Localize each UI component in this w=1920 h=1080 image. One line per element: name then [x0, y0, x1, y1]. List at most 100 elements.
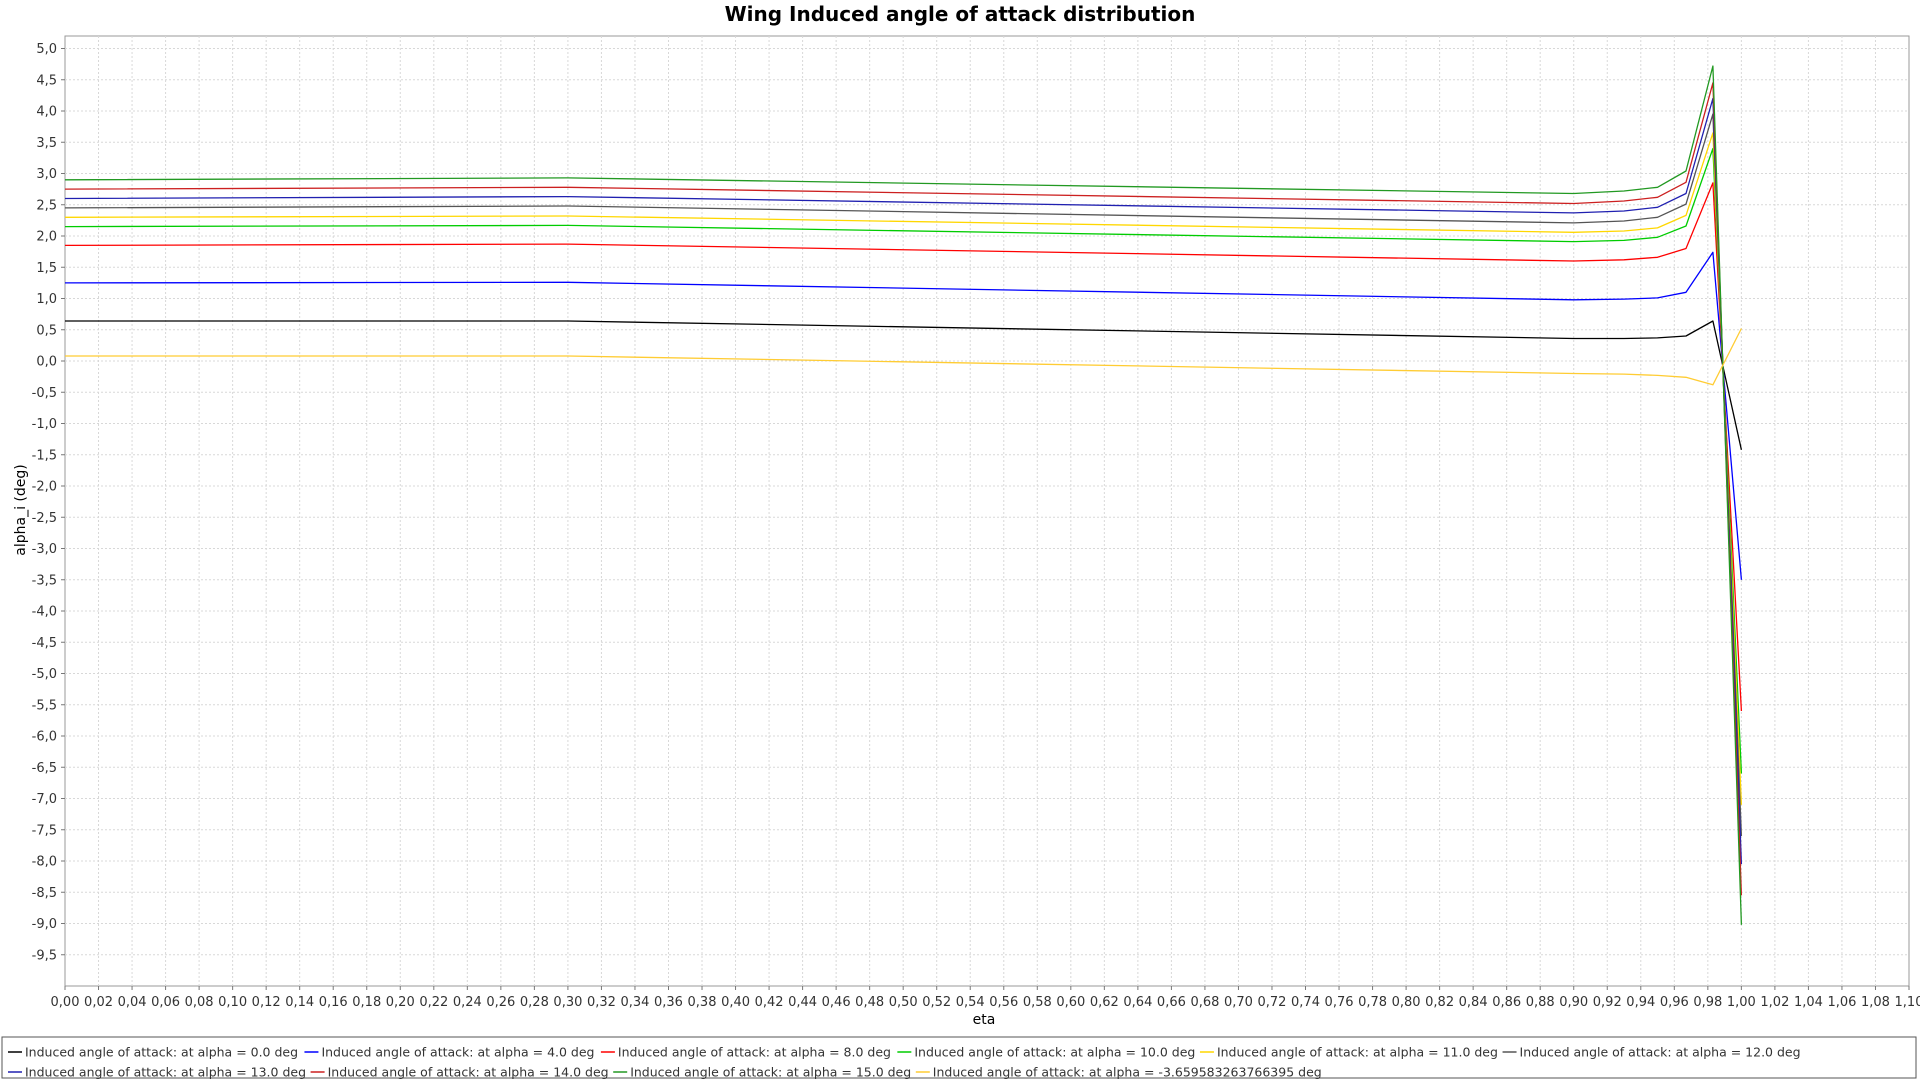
y-tick-label: 3,5	[36, 136, 57, 151]
y-tick-label: -4,5	[32, 636, 57, 651]
x-tick-label: 0,04	[118, 995, 147, 1010]
y-tick-label: -0,5	[32, 386, 57, 401]
x-tick-label: 1,08	[1861, 995, 1890, 1010]
axes: 0,00 0,02 0,04 0,06 0,08 0,10 0,12 0,14 0,16 0,18…	[32, 42, 1920, 1010]
series-line-2	[64, 182, 1743, 712]
legend-label: Induced angle of attack: at alpha = 4.0 …	[321, 1045, 594, 1060]
y-tick-label: -8,0	[32, 855, 57, 870]
y-tick-label: -1,5	[32, 448, 57, 463]
y-tick-label: 4,5	[36, 73, 57, 88]
y-tick-label: -9,0	[32, 917, 57, 932]
y-tick-label: -3,0	[32, 542, 57, 557]
x-tick-label: 0,08	[185, 995, 214, 1010]
x-tick-label: 0,46	[822, 995, 851, 1010]
y-tick-label: -9,5	[32, 948, 57, 963]
series-line-3	[64, 147, 1743, 774]
y-tick-label: -7,0	[32, 792, 57, 807]
x-tick-label: 0,92	[1593, 995, 1622, 1010]
series-line-4	[64, 132, 1743, 805]
legend	[1, 1036, 1917, 1079]
x-tick-label: 0,78	[1358, 995, 1387, 1010]
legend-label: Induced angle of attack: at alpha = 15.0…	[630, 1065, 911, 1080]
x-axis-label: eta	[973, 1012, 996, 1028]
y-tick-label: -2,0	[32, 480, 57, 495]
series-line-1	[64, 251, 1743, 580]
y-tick-label: 4,0	[36, 105, 57, 120]
x-tick-label: 0,88	[1526, 995, 1555, 1010]
x-tick-label: 0,60	[1056, 995, 1085, 1010]
legend-label: Induced angle of attack: at alpha = 10.0…	[914, 1045, 1195, 1060]
series-line-5	[64, 113, 1743, 837]
x-tick-label: 0,20	[386, 995, 415, 1010]
x-tick-label: 1,04	[1794, 995, 1823, 1010]
x-tick-label: 0,62	[1090, 995, 1119, 1010]
y-tick-label: 2,0	[36, 230, 57, 245]
x-tick-label: 0,58	[1023, 995, 1052, 1010]
y-tick-label: -8,5	[32, 886, 57, 901]
y-tick-label: -5,5	[32, 698, 57, 713]
x-tick-label: 0,34	[620, 995, 649, 1010]
y-axis-label: alpha_i (deg)	[13, 464, 29, 555]
x-tick-label: 0,74	[1291, 995, 1320, 1010]
x-tick-label: 0,10	[218, 995, 247, 1010]
y-tick-label: -3,5	[32, 573, 57, 588]
x-tick-label: 0,70	[1224, 995, 1253, 1010]
x-tick-label: 0,64	[1123, 995, 1152, 1010]
x-tick-label: 0,00	[51, 995, 80, 1010]
x-tick-label: 0,30	[553, 995, 582, 1010]
y-tick-label: 0,5	[36, 323, 57, 338]
y-tick-label: -1,0	[32, 417, 57, 432]
y-tick-label: -6,0	[32, 730, 57, 745]
x-tick-label: 1,06	[1827, 995, 1856, 1010]
x-tick-label: 0,84	[1459, 995, 1488, 1010]
x-tick-label: 1,02	[1760, 995, 1789, 1010]
legend-label: Induced angle of attack: at alpha = -3.6…	[933, 1065, 1322, 1080]
y-tick-label: 3,0	[36, 167, 57, 182]
y-tick-label: -7,5	[32, 823, 57, 838]
x-tick-label: 0,40	[721, 995, 750, 1010]
x-tick-label: 0,52	[922, 995, 951, 1010]
x-tick-label: 0,76	[1325, 995, 1354, 1010]
series-line-9	[65, 328, 1742, 386]
x-tick-label: 0,96	[1660, 995, 1689, 1010]
chart-title: Wing Induced angle of attack distributio…	[725, 2, 1196, 26]
series-line-0	[65, 320, 1743, 450]
y-tick-label: -4,0	[32, 605, 57, 620]
x-tick-label: 0,94	[1626, 995, 1655, 1010]
x-tick-label: 0,80	[1392, 995, 1421, 1010]
series-line-6	[64, 97, 1743, 865]
y-tick-label: 0,0	[36, 355, 57, 370]
x-tick-label: 0,16	[319, 995, 348, 1010]
x-tick-label: 0,26	[486, 995, 515, 1010]
x-tick-label: 0,48	[855, 995, 884, 1010]
x-tick-label: 0,90	[1559, 995, 1588, 1010]
y-tick-label: 1,5	[36, 261, 57, 276]
x-tick-label: 1,10	[1895, 995, 1920, 1010]
x-tick-label: 0,18	[352, 995, 381, 1010]
x-tick-label: 0,02	[84, 995, 113, 1010]
x-tick-label: 0,44	[788, 995, 817, 1010]
x-tick-label: 0,98	[1693, 995, 1722, 1010]
series-lines	[64, 65, 1743, 925]
legend-label: Induced angle of attack: at alpha = 11.0…	[1217, 1045, 1498, 1060]
x-tick-label: 0,50	[889, 995, 918, 1010]
x-tick-label: 0,12	[252, 995, 281, 1010]
legend-label: Induced angle of attack: at alpha = 14.0…	[328, 1065, 609, 1080]
legend-label: Induced angle of attack: at alpha = 8.0 …	[618, 1045, 891, 1060]
x-tick-label: 0,86	[1492, 995, 1521, 1010]
series-line-7	[64, 82, 1743, 896]
x-tick-label: 0,14	[285, 995, 314, 1010]
y-tick-label: -5,0	[32, 667, 57, 682]
x-tick-label: 0,54	[956, 995, 985, 1010]
legend-label: Induced angle of attack: at alpha = 13.0…	[25, 1065, 306, 1080]
x-tick-label: 0,38	[688, 995, 717, 1010]
x-tick-label: 1,00	[1727, 995, 1756, 1010]
y-tick-label: -2,5	[32, 511, 57, 526]
x-tick-label: 0,06	[151, 995, 180, 1010]
x-tick-label: 0,28	[520, 995, 549, 1010]
x-tick-label: 0,68	[1190, 995, 1219, 1010]
x-tick-label: 0,72	[1258, 995, 1287, 1010]
x-tick-label: 0,32	[587, 995, 616, 1010]
x-tick-label: 0,42	[755, 995, 784, 1010]
